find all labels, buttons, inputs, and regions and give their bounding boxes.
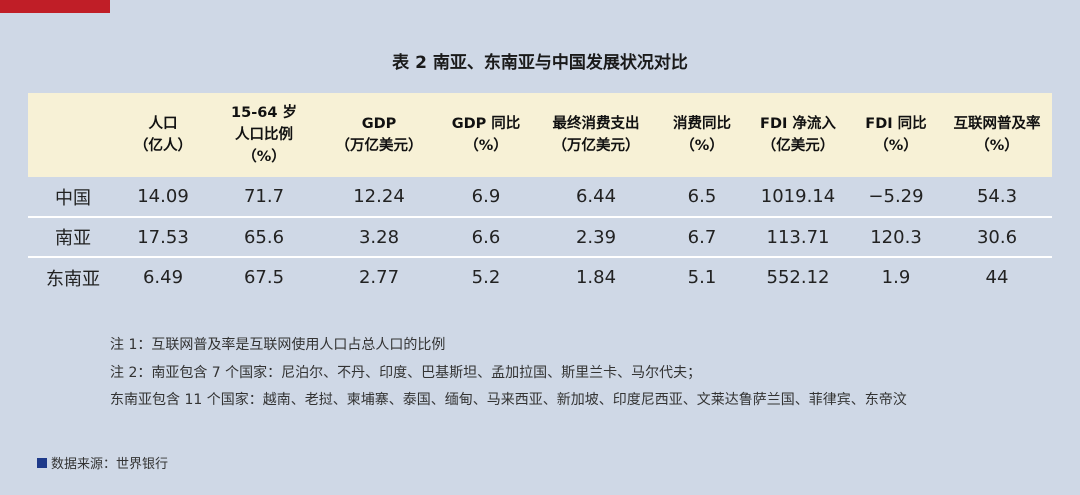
cell-value: 3.28 (320, 216, 438, 257)
header-working-age: 15-64 岁 人口比例 （%） (208, 93, 320, 177)
header-label: GDP (361, 116, 397, 132)
header-unit: （%） (874, 138, 918, 154)
row-label: 南亚 (28, 216, 118, 257)
row-label: 东南亚 (28, 256, 118, 297)
header-internet: 互联网普及率 （%） (942, 93, 1052, 177)
header-consumption: 最终消费支出 （万亿美元） (534, 93, 658, 177)
header-label: 消费同比 (673, 116, 731, 132)
header-label: 互联网普及率 (953, 116, 1041, 132)
cell-value: 2.77 (320, 256, 438, 297)
cell-value: 65.6 (208, 216, 320, 257)
header-unit: （%） (464, 138, 508, 154)
cell-value: 6.7 (658, 216, 746, 257)
cell-value: 67.5 (208, 256, 320, 297)
data-source: 数据来源：世界银行 (37, 453, 168, 472)
cell-value: 6.44 (575, 186, 617, 207)
source-label: 数据来源：世界银行 (51, 457, 169, 472)
header-consumption-growth: 消费同比 （%） (658, 93, 746, 177)
source-square-icon (37, 457, 47, 468)
cell-value: 6.6 (438, 216, 534, 257)
cell-value: 30.6 (942, 216, 1052, 257)
table-notes: 注 1：互联网普及率是互联网使用人口占总人口的比例 注 2：南亚包含 7 个国家… (110, 332, 907, 415)
note-3: 东南亚包含 11 个国家：越南、老挝、柬埔寨、泰国、缅甸、马来西亚、新加坡、印度… (110, 392, 907, 408)
cell-value: 12.24 (353, 186, 405, 207)
header-fdi: FDI 净流入 （亿美元） (746, 93, 850, 177)
cell-value: 120.3 (850, 216, 942, 257)
note-1: 注 1：互联网普及率是互联网使用人口占总人口的比例 (110, 337, 446, 353)
header-fdi-growth: FDI 同比 （%） (850, 93, 942, 177)
header-unit: （%） (242, 149, 286, 165)
header-population: 人口 （亿人） (118, 93, 208, 177)
cell-value: 1019.14 (760, 186, 836, 207)
red-accent-bar (0, 0, 110, 13)
header-unit: （亿人） (134, 138, 192, 154)
cell-value: 17.53 (118, 216, 208, 257)
header-empty (28, 93, 118, 177)
header-unit: （%） (975, 138, 1019, 154)
header-label: FDI 净流入 (760, 116, 836, 132)
cell-value: 1.84 (534, 256, 658, 297)
header-label: 人口 (148, 116, 178, 132)
cell-value: 6.9 (471, 186, 501, 207)
header-gdp-growth: GDP 同比 （%） (438, 93, 534, 177)
comparison-table: 人口 （亿人） 15-64 岁 人口比例 （%） GDP （万亿美元） GDP … (28, 93, 1052, 297)
header-label: FDI 同比 (865, 116, 927, 132)
table-row: 东南亚 6.49 67.5 2.77 5.2 1.84 5.1 552.12 1… (28, 256, 1052, 297)
row-label: 中国 (55, 187, 91, 209)
cell-value: 44 (942, 256, 1052, 297)
cell-value: −5.29 (868, 186, 924, 207)
table-title: 表 2 南亚、东南亚与中国发展状况对比 (392, 53, 688, 73)
header-gdp: GDP （万亿美元） (320, 93, 438, 177)
cell-value: 113.71 (746, 216, 850, 257)
cell-value: 2.39 (534, 216, 658, 257)
header-label: GDP 同比 (451, 116, 521, 132)
cell-value: 6.5 (687, 186, 717, 207)
header-unit: （%） (680, 138, 724, 154)
cell-value: 54.3 (976, 186, 1018, 207)
header-label-2: 人口比例 (235, 127, 293, 143)
header-label: 最终消费支出 (552, 116, 640, 132)
table-row: 中国 14.09 71.7 12.24 6.9 6.44 6.5 1019.14… (28, 177, 1052, 217)
cell-value: 71.7 (243, 186, 285, 207)
note-2: 注 2：南亚包含 7 个国家：尼泊尔、不丹、印度、巴基斯坦、孟加拉国、斯里兰卡、… (110, 364, 702, 381)
cell-value: 1.9 (850, 256, 942, 297)
cell-value: 14.09 (137, 186, 189, 207)
cell-value: 5.1 (658, 256, 746, 297)
header-unit: （亿美元） (761, 138, 835, 154)
header-unit: （万亿美元） (552, 138, 640, 154)
cell-value: 5.2 (438, 256, 534, 297)
cell-value: 6.49 (118, 256, 208, 297)
header-unit: （万亿美元） (335, 138, 423, 154)
table-header-row: 人口 （亿人） 15-64 岁 人口比例 （%） GDP （万亿美元） GDP … (28, 93, 1052, 177)
table-row: 南亚 17.53 65.6 3.28 6.6 2.39 6.7 113.71 1… (28, 216, 1052, 257)
header-label: 15-64 岁 (231, 105, 297, 121)
cell-value: 552.12 (746, 256, 850, 297)
